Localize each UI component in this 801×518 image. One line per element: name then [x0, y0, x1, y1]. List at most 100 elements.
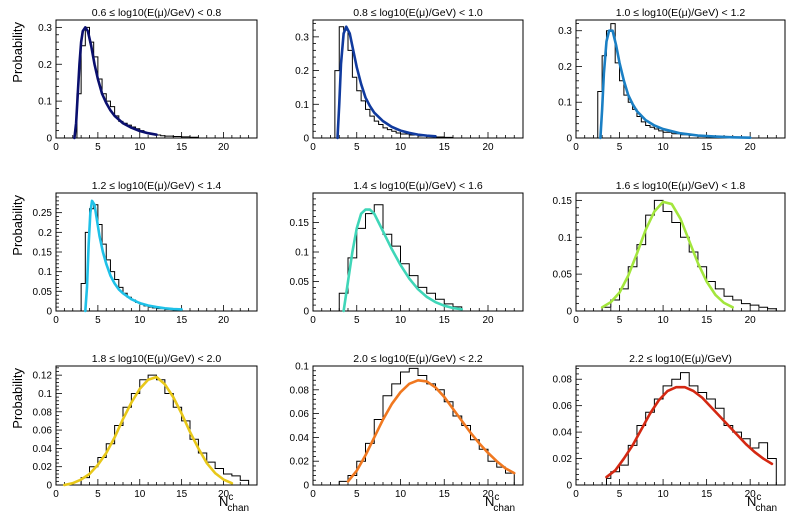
y-tick-label: 0.04 — [553, 428, 573, 439]
y-tick-label: 0.25 — [33, 208, 53, 219]
y-tick-label: 0 — [46, 481, 52, 492]
x-tick-label: 10 — [658, 489, 670, 500]
fit-curve — [605, 385, 774, 479]
x-tick-label: 10 — [134, 142, 146, 153]
y-tick-label: 0.08 — [290, 385, 310, 396]
x-tick-label: 15 — [176, 142, 188, 153]
y-tick-label: 0 — [303, 481, 309, 492]
histogram-steps — [338, 367, 515, 485]
y-tick-label: 0 — [46, 134, 52, 145]
x-tick-label: 20 — [218, 315, 230, 326]
x-tick-label: 15 — [439, 489, 451, 500]
fit-curve — [336, 25, 437, 140]
y-tick-label: 0.1 — [295, 248, 309, 259]
panel-6: 1.6 ≤ log10(E(μ)/GeV) < 1.8 0 5 10 15 20 0 0.05… — [553, 180, 786, 326]
y-tick-label: 0.05 — [290, 277, 310, 288]
y-tick-label: 0.08 — [33, 407, 53, 418]
y-tick-label: 0.1 — [38, 267, 52, 278]
x-tick-label: 5 — [617, 142, 623, 153]
histogram-steps — [68, 26, 199, 139]
x-tick-label: 20 — [482, 489, 494, 500]
plot-frame — [55, 19, 258, 139]
x-tick-label: 0 — [573, 142, 579, 153]
y-tick-label: 0.2 — [38, 228, 52, 239]
panel-title: 0.6 ≤ log10(E(μ)/GeV) < 0.8 — [92, 7, 222, 19]
x-tick-label: 20 — [745, 142, 757, 153]
x-tick-label: 15 — [701, 142, 713, 153]
y-tick-label: 0.3 — [295, 32, 309, 43]
histogram-steps — [80, 374, 250, 485]
x-tick-label: 20 — [218, 489, 230, 500]
panel-title: 1.6 ≤ log10(E(μ)/GeV) < 1.8 — [616, 180, 746, 192]
panel-5: 1.4 ≤ log10(E(μ)/GeV) < 1.6 0 5 10 15 20 0 0.05… — [290, 180, 524, 326]
x-tick-label: 0 — [310, 489, 316, 500]
y-tick-label: 0.1 — [38, 97, 52, 108]
plot-frame — [575, 192, 786, 312]
y-tick-label: 0.08 — [553, 375, 573, 386]
panel-8: 2.0 ≤ log10(E(μ)/GeV) < 2.2 0 5 10 15 20 0 0.02… — [290, 353, 524, 514]
x-tick-label: 5 — [95, 142, 101, 153]
y-tick-label: 0.15 — [33, 248, 53, 259]
panel-2: 0.8 ≤ log10(E(μ)/GeV) < 1.0 0 5 10 15 20 0 0.1 0… — [295, 7, 524, 153]
fit-curve — [342, 208, 464, 313]
panel-1: 0.6 ≤ log10(E(μ)/GeV) < 0.8 0 5 10 15 20 0 0.1 0… — [10, 7, 258, 153]
y-tick-label: 0.1 — [295, 362, 309, 373]
y-tick-label: 0.05 — [553, 270, 573, 281]
plot-frame — [312, 365, 524, 486]
x-tick-label: 20 — [482, 142, 494, 153]
y-tick-label: 0.12 — [33, 371, 53, 382]
panel-title: 1.4 ≤ log10(E(μ)/GeV) < 1.6 — [353, 180, 483, 192]
panel-4: 1.2 ≤ log10(E(μ)/GeV) < 1.4 0 5 10 15 20 0 0.05… — [10, 180, 258, 326]
plot-frame — [55, 365, 258, 486]
x-tick-label: 0 — [53, 489, 59, 500]
panel-9: 2.2 ≤ log10(E(μ)/GeV) 0 5 10 15 20 0 0.02 0.04 0.… — [553, 353, 786, 514]
x-tick-label: 5 — [617, 315, 623, 326]
x-tick-label: 10 — [395, 142, 407, 153]
y-tick-label: 0.2 — [295, 66, 309, 77]
x-tick-label: 0 — [53, 142, 59, 153]
y-tick-label: 0 — [566, 307, 572, 318]
panel-7: 1.8 ≤ log10(E(μ)/GeV) < 2.0 0 5 10 15 20 0 0.02… — [10, 353, 258, 514]
y-tick-label: 0.06 — [553, 401, 573, 412]
x-tick-label: 0 — [310, 142, 316, 153]
x-tick-label: 15 — [439, 142, 451, 153]
x-tick-label: 10 — [134, 315, 146, 326]
y-tick-label: 0.15 — [290, 218, 310, 229]
y-tick-label: 0.02 — [553, 454, 573, 465]
y-axis-label: Probability — [10, 195, 25, 256]
y-tick-label: 0.06 — [33, 426, 53, 437]
histogram-steps — [601, 199, 777, 311]
x-tick-label: 0 — [310, 315, 316, 326]
x-tick-label: 5 — [617, 489, 623, 500]
histogram-steps — [597, 23, 751, 138]
panel-title: 1.2 ≤ log10(E(μ)/GeV) < 1.4 — [92, 180, 222, 192]
panel-title: 1.0 ≤ log10(E(μ)/GeV) < 1.2 — [616, 7, 746, 19]
y-tick-label: 0.1 — [558, 98, 572, 109]
x-tick-label: 20 — [745, 315, 757, 326]
x-tick-label: 20 — [482, 315, 494, 326]
y-tick-label: 0.15 — [553, 196, 573, 207]
y-tick-label: 0.1 — [38, 389, 52, 400]
x-tick-label: 10 — [658, 315, 670, 326]
panel-title: 2.2 ≤ log10(E(μ)/GeV) — [629, 353, 732, 365]
y-tick-label: 0.1 — [558, 233, 572, 244]
x-tick-label: 10 — [134, 489, 146, 500]
y-axis-label: Probability — [10, 22, 25, 83]
y-tick-label: 0.04 — [33, 444, 53, 455]
y-tick-label: 0.2 — [558, 62, 572, 73]
panel-3: 1.0 ≤ log10(E(μ)/GeV) < 1.2 0 5 10 15 20 0 0.1 0… — [558, 7, 786, 153]
y-tick-label: 0 — [566, 481, 572, 492]
x-tick-label: 15 — [701, 489, 713, 500]
y-tick-label: 0.04 — [290, 433, 310, 444]
y-tick-label: 0 — [303, 307, 309, 318]
fit-curve — [600, 200, 735, 309]
y-tick-label: 0.3 — [38, 23, 52, 34]
x-axis-label: Nc chan — [219, 492, 249, 514]
y-tick-label: 0.3 — [558, 26, 572, 37]
plot-frame — [575, 365, 786, 486]
x-tick-label: 5 — [354, 489, 360, 500]
fit-curve — [599, 29, 752, 140]
x-tick-label: 5 — [95, 315, 101, 326]
x-axis-label: Nc chan — [485, 492, 515, 514]
